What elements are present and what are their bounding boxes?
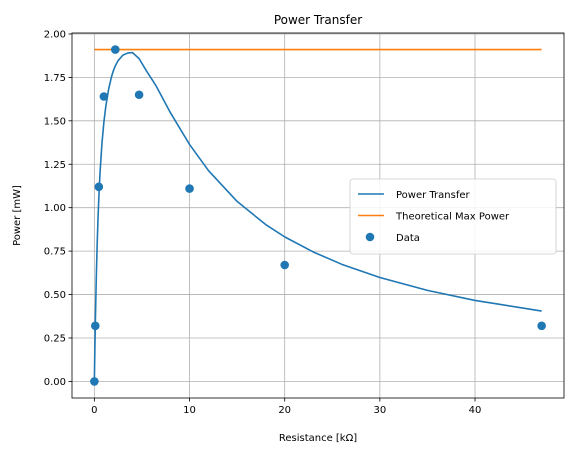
x-tick-label: 20 <box>278 405 291 416</box>
legend-box <box>349 178 557 255</box>
data-point <box>185 184 194 193</box>
y-tick-label: 0.75 <box>44 247 66 258</box>
legend-label: Power Transfer <box>396 190 471 201</box>
y-tick-label: 1.25 <box>44 160 66 171</box>
legend-label: Data <box>396 233 420 244</box>
data-point <box>91 321 100 331</box>
data-point <box>110 45 120 54</box>
power-transfer-curve <box>93 51 542 382</box>
x-tick-label: 0 <box>91 405 97 416</box>
legend-marker-data <box>365 232 375 242</box>
data-point <box>99 92 109 101</box>
x-tick-label: 30 <box>373 405 386 416</box>
y-axis-label: Power [mW] <box>12 185 23 246</box>
x-tick-label: 10 <box>183 405 196 416</box>
data-point <box>90 377 99 386</box>
data-point <box>280 260 289 270</box>
y-tick-label: 1.50 <box>44 116 66 127</box>
y-tick-label: 1.75 <box>44 73 66 84</box>
legend-label: Theoretical Max Power <box>395 212 510 223</box>
y-tick-label: 0.25 <box>44 333 66 344</box>
y-tick-label: 0.00 <box>44 377 66 388</box>
axis-ticks: 0 10 20 30 40 0.00 0.25 0.50 0.75 1.00 1.25 1.50 1.7… <box>44 29 482 416</box>
data-point <box>134 90 144 100</box>
y-tick-label: 1.00 <box>44 203 66 214</box>
chart-title: Power Transfer <box>274 13 362 27</box>
y-tick-label: 0.50 <box>44 290 66 301</box>
x-tick-label: 40 <box>469 405 482 416</box>
data-point <box>537 321 546 331</box>
legend: Power Transfer Theoretical Max Power Data <box>349 178 557 255</box>
plot-series <box>90 45 546 386</box>
data-point <box>94 182 104 192</box>
y-tick-label: 2.00 <box>44 29 66 40</box>
x-axis-label: Resistance [kΩ] <box>279 433 357 444</box>
plot-frame <box>71 32 565 399</box>
